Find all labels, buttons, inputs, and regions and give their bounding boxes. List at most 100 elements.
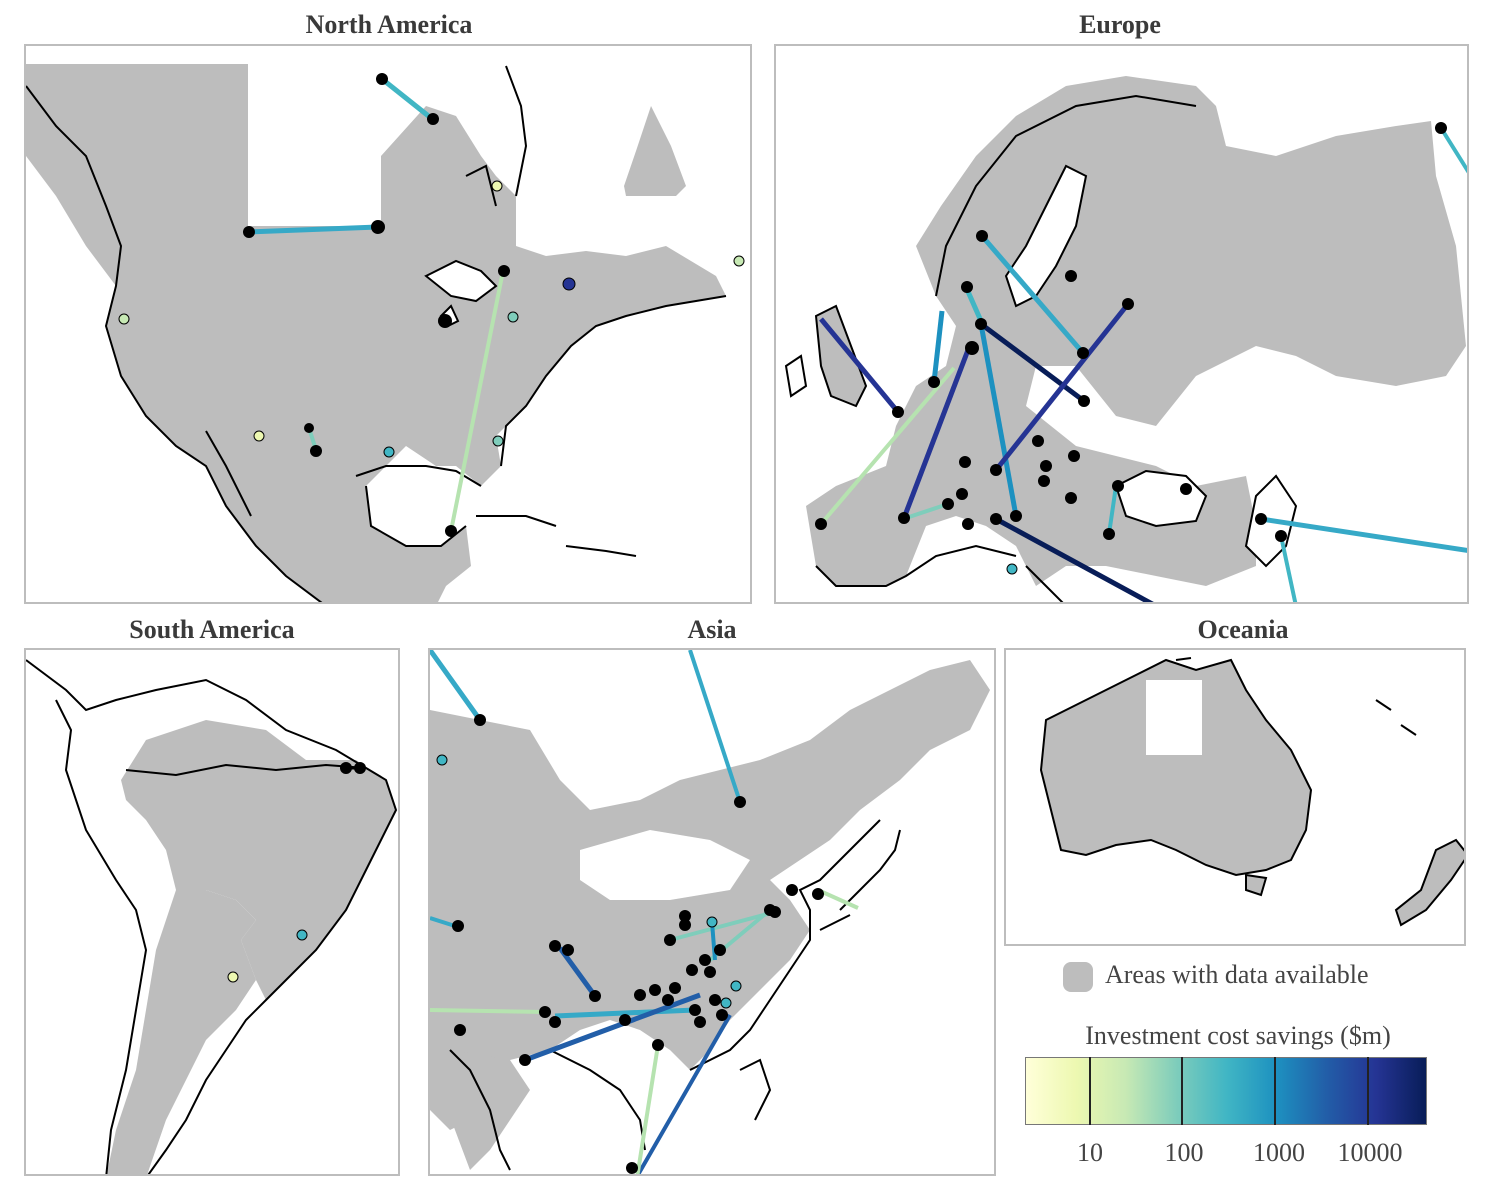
eu-node <box>975 318 987 330</box>
as-node <box>709 994 721 1006</box>
as-gobi-gap <box>580 830 750 900</box>
as-node <box>734 796 746 808</box>
as-node <box>589 990 601 1002</box>
eu-node <box>928 376 940 388</box>
colorbar-tick-10000 <box>1367 1057 1369 1125</box>
as-edge <box>688 650 742 803</box>
colorbar-tick-100 <box>1181 1057 1183 1125</box>
sa-node <box>227 971 239 983</box>
eu-node <box>898 512 910 524</box>
sa-coastline <box>26 659 398 1174</box>
eu-nodes <box>815 122 1447 575</box>
as-node <box>562 944 574 956</box>
eu-edges <box>819 126 1467 602</box>
na-node <box>310 445 322 457</box>
as-edge <box>635 1044 660 1174</box>
na-baja <box>205 430 252 517</box>
oc-islands <box>1175 657 1417 736</box>
as-node <box>634 989 646 1001</box>
eu-node <box>961 281 973 293</box>
title-europe: Europe <box>1079 10 1161 39</box>
eu-node <box>1006 563 1018 575</box>
oc-australia-area <box>1039 658 1313 877</box>
legend-area-swatch <box>1063 962 1093 992</box>
eu-edge <box>1439 126 1467 174</box>
na-caribbean <box>476 515 637 557</box>
as-node <box>769 906 781 918</box>
na-node <box>383 446 395 458</box>
na-node <box>562 277 576 291</box>
as-edge <box>554 1007 696 1019</box>
title-oceania: Oceania <box>1197 615 1289 644</box>
as-node <box>652 1039 664 1051</box>
na-labrador-area <box>624 106 686 196</box>
na-node <box>492 435 504 447</box>
eu-node <box>1275 530 1287 542</box>
na-gulf-coast <box>355 465 482 487</box>
as-node <box>689 1004 701 1016</box>
eu-node <box>892 406 904 418</box>
eu-coastlines <box>784 94 1197 602</box>
colorbar <box>1025 1057 1427 1125</box>
eu-node <box>1078 395 1090 407</box>
as-node <box>679 919 691 931</box>
na-node <box>491 180 503 192</box>
eu-node <box>1038 475 1050 487</box>
na-node <box>498 265 510 277</box>
eu-node <box>956 488 968 500</box>
sa-data-area <box>121 720 396 1000</box>
eu-node <box>1032 435 1044 447</box>
colorbar-label-10: 10 <box>1077 1138 1103 1167</box>
sa-nodes <box>227 762 366 983</box>
eu-edge <box>994 516 1154 602</box>
colorbar-label-100: 100 <box>1164 1138 1204 1167</box>
oc-new-zealand <box>1394 838 1464 927</box>
as-edges <box>430 650 859 1174</box>
eu-node <box>1435 122 1447 134</box>
eu-black-sea <box>1114 469 1208 528</box>
as-node <box>549 940 561 952</box>
as-edge <box>557 946 598 998</box>
colorbar-title: Investment cost savings ($m) <box>1085 1021 1391 1050</box>
colorbar-label-10000: 10000 <box>1337 1138 1403 1167</box>
as-edge <box>710 921 717 961</box>
na-node <box>427 113 439 125</box>
eu-node <box>1065 270 1077 282</box>
eu-node <box>962 518 974 530</box>
as-node <box>474 714 486 726</box>
na-node <box>253 430 265 442</box>
eu-edge <box>979 321 1086 404</box>
na-node <box>376 73 388 85</box>
eu-edge <box>1279 535 1298 602</box>
eu-edge <box>1260 516 1467 553</box>
eu-node <box>1065 492 1077 504</box>
as-node <box>626 1162 638 1174</box>
eu-node <box>1112 480 1124 492</box>
title-south-america: South America <box>129 615 295 644</box>
as-node <box>714 944 726 956</box>
as-japan <box>819 829 901 931</box>
as-node <box>539 1006 551 1018</box>
eu-edge <box>994 302 1130 472</box>
na-node <box>371 220 385 234</box>
eu-node <box>976 230 988 242</box>
sa-south-area <box>106 890 256 1174</box>
eu-data-area <box>806 76 1466 586</box>
as-edge <box>430 650 483 722</box>
na-node <box>733 255 745 267</box>
as-node <box>786 884 798 896</box>
na-node <box>304 423 314 433</box>
eu-node <box>990 513 1002 525</box>
as-edge <box>636 1014 732 1174</box>
as-node <box>720 997 732 1009</box>
map-europe <box>774 44 1469 604</box>
colorbar-label-1000: 1000 <box>1253 1138 1305 1167</box>
as-node <box>549 1016 561 1028</box>
eu-edge <box>1107 485 1118 535</box>
as-node <box>619 1014 631 1026</box>
eu-edge <box>901 349 971 519</box>
na-coastline <box>26 85 727 602</box>
sa-node <box>296 929 308 941</box>
map-asia <box>428 648 996 1176</box>
colorbar-tick-10 <box>1089 1057 1091 1125</box>
